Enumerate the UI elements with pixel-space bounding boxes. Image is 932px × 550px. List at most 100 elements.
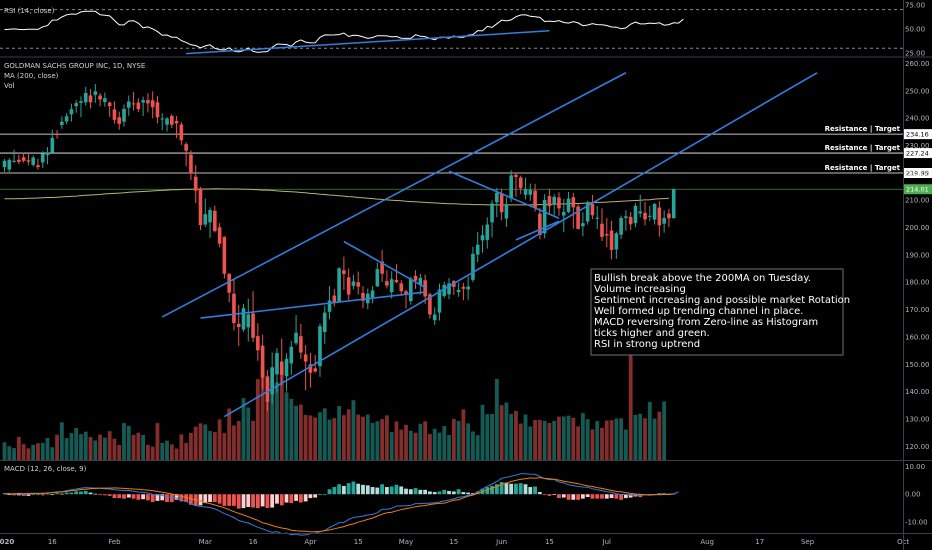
price-tick-label: 160.00 <box>905 333 930 341</box>
macd-signal-line <box>4 477 674 533</box>
volume-bar <box>399 429 404 460</box>
candle-body <box>17 159 21 162</box>
macd-histogram-bar <box>313 494 318 498</box>
macd-histogram-bar <box>380 484 385 495</box>
macd-histogram-bar <box>461 492 466 495</box>
volume-bar <box>303 415 308 460</box>
macd-histogram-bar <box>198 494 203 506</box>
price-tick-label: 140.00 <box>905 388 930 396</box>
macd-histogram-bar <box>533 486 537 495</box>
candle-body <box>667 213 671 219</box>
volume-bar <box>380 419 385 460</box>
macd-histogram-bar <box>160 494 165 501</box>
price-tick-label: 250.00 <box>905 87 930 95</box>
candle-body <box>279 361 284 375</box>
volume-bar <box>475 435 480 460</box>
candle-body <box>265 376 270 402</box>
resistance-price-text: 219.95 <box>906 169 929 177</box>
candle-body <box>112 109 117 120</box>
candle-body <box>31 157 35 165</box>
candles <box>2 83 676 412</box>
macd-histogram-bar <box>576 494 580 500</box>
macd-histogram-bar <box>150 494 155 502</box>
candle-body <box>480 235 485 241</box>
candle-body <box>284 358 289 377</box>
candle-body <box>79 101 83 103</box>
candle-body <box>313 368 317 372</box>
candle-body <box>518 177 523 189</box>
macd-histogram-bar <box>126 494 131 498</box>
candle-body <box>552 196 556 205</box>
candle-body <box>600 223 604 237</box>
candle-body <box>475 244 480 255</box>
macd-histogram-bar <box>341 485 346 495</box>
candle-body <box>495 192 499 203</box>
volume-bar <box>265 378 270 460</box>
volume-bar <box>341 415 346 460</box>
resistance-label: Resistance | Target <box>825 144 901 153</box>
candle-body <box>428 294 432 315</box>
macd-histogram-bar <box>628 494 633 498</box>
volume-bar <box>327 419 332 460</box>
macd-histogram-bar <box>514 483 518 495</box>
volume-bar <box>662 401 667 460</box>
volume-bar <box>189 432 193 460</box>
macd-histogram-bar <box>45 493 50 495</box>
macd-histogram-bar <box>351 481 356 495</box>
volume-bar <box>222 433 227 460</box>
candle-body <box>83 93 88 103</box>
macd-histogram-bar <box>308 494 313 499</box>
macd-histogram-bar <box>428 491 432 495</box>
volume-bar <box>69 433 74 460</box>
macd-histogram-bar <box>600 494 604 499</box>
volume-bar <box>332 418 337 460</box>
candle-body <box>490 203 494 223</box>
macd-histogram-bar <box>155 494 160 501</box>
candle-body <box>466 286 470 290</box>
macd-line <box>4 473 679 536</box>
volume-bar <box>518 423 523 460</box>
macd-histogram-bar <box>537 492 542 495</box>
macd-histogram-bar <box>141 494 146 500</box>
candle-body <box>141 100 145 103</box>
macd-histogram-bar <box>251 494 255 508</box>
time-tick-label: Mar <box>199 538 212 546</box>
candle-body <box>590 204 595 216</box>
macd-histogram-bar <box>437 491 442 495</box>
time-tick-label: May <box>399 538 413 546</box>
macd-histogram-bar <box>50 494 55 496</box>
volume-bar <box>126 425 131 460</box>
macd-histogram-bar <box>146 494 150 501</box>
macd-histogram-bar <box>456 489 461 495</box>
annotation-line-2: Volume increasing <box>594 284 686 295</box>
volume-bar <box>485 414 490 460</box>
resistance-label: Resistance | Target <box>825 125 901 134</box>
candle-body <box>657 207 662 226</box>
candle-body <box>538 213 542 235</box>
candle-body <box>193 176 198 191</box>
candle-body <box>638 211 643 214</box>
volume-bar <box>112 438 117 460</box>
candle-body <box>160 118 165 120</box>
volume-bar <box>318 412 322 460</box>
volume-bar <box>50 447 55 460</box>
candle-body <box>370 290 375 298</box>
volume-bar <box>647 401 652 460</box>
time-tick-label: Jul <box>602 538 612 546</box>
resistance-price-tag <box>904 167 932 178</box>
macd-histogram-bar <box>303 494 308 502</box>
macd-histogram-bar <box>447 490 451 495</box>
volume-bar <box>88 437 93 460</box>
candle-body <box>461 286 466 289</box>
price-tick-label: 200.00 <box>905 224 930 232</box>
macd-histogram-bar <box>289 494 294 504</box>
macd-histogram-bar <box>284 494 289 503</box>
volume-bar <box>404 424 408 460</box>
time-tick-label: 2020 <box>0 538 14 546</box>
volume-bar <box>40 442 45 460</box>
candle-body <box>136 102 141 110</box>
macd-histogram-bar <box>528 487 533 495</box>
candle-body <box>217 227 222 244</box>
volume-bar <box>208 431 212 460</box>
volume-bar <box>638 413 643 460</box>
